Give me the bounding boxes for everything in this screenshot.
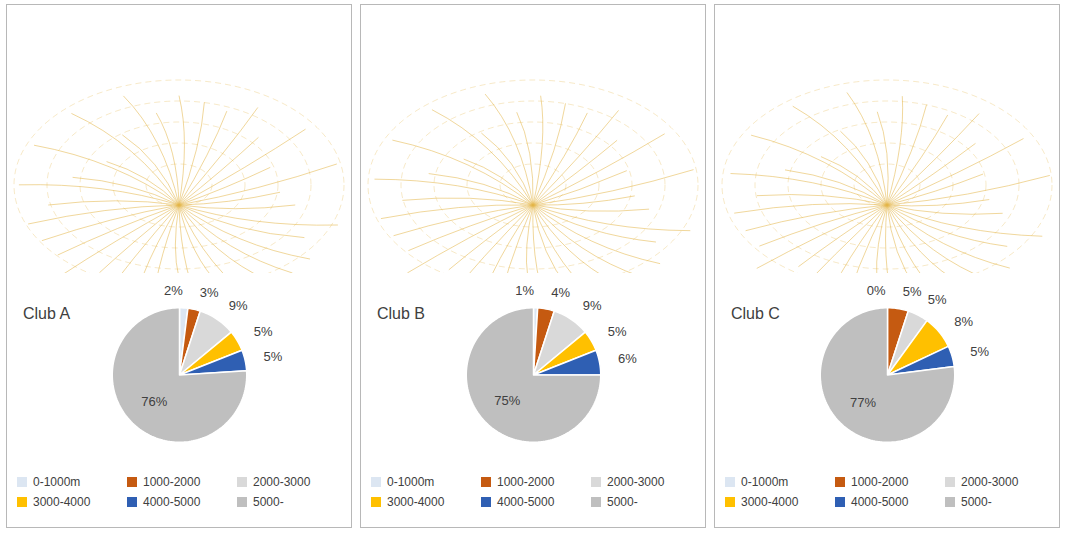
html-text:2000-3000: 2000-3000 — [961, 475, 1019, 489]
html-text:Club B: Club B — [377, 305, 425, 322]
html-text:1000-2000: 1000-2000 — [497, 475, 555, 489]
html-text:1000-2000: 1000-2000 — [851, 475, 909, 489]
svg-text:0%: 0% — [867, 283, 886, 298]
svg-text:76%: 76% — [141, 394, 167, 409]
svg-text:5%: 5% — [903, 284, 922, 299]
html-text:Club A: Club A — [23, 305, 71, 322]
svg-text:5%: 5% — [928, 292, 947, 307]
svg-text:1%: 1% — [515, 283, 534, 298]
html-text:5000-: 5000- — [607, 495, 638, 509]
html-text:4000-5000: 4000-5000 — [497, 495, 555, 509]
html-text:2000-3000: 2000-3000 — [253, 475, 311, 489]
svg-text:9%: 9% — [583, 298, 602, 313]
html-text:2000-3000: 2000-3000 — [607, 475, 665, 489]
html-text:4000-5000: 4000-5000 — [851, 495, 909, 509]
html-text:3000-4000: 3000-4000 — [387, 495, 445, 509]
html-text:3000-4000: 3000-4000 — [33, 495, 91, 509]
html-text:3000-4000: 3000-4000 — [741, 495, 799, 509]
html-text:0-1000m: 0-1000m — [387, 475, 435, 489]
svg-text:6%: 6% — [618, 351, 637, 366]
svg-text:5%: 5% — [608, 324, 627, 339]
html-text:4000-5000: 4000-5000 — [143, 495, 201, 509]
html-text:5000-: 5000- — [253, 495, 284, 509]
html-text:0-1000m: 0-1000m — [741, 475, 789, 489]
svg-text:5%: 5% — [264, 349, 283, 364]
svg-text:3%: 3% — [200, 285, 219, 300]
svg-text:2%: 2% — [164, 283, 183, 298]
html-text:5000-: 5000- — [961, 495, 992, 509]
html-text:Club C: Club C — [731, 305, 780, 322]
html-text:1000-2000: 1000-2000 — [143, 475, 201, 489]
svg-text:9%: 9% — [229, 298, 248, 313]
svg-text:5%: 5% — [254, 324, 273, 339]
svg-text:77%: 77% — [850, 395, 876, 410]
html-text:0-1000m: 0-1000m — [33, 475, 81, 489]
svg-text:5%: 5% — [970, 344, 989, 359]
svg-text:8%: 8% — [954, 314, 973, 329]
svg-text:4%: 4% — [551, 285, 570, 300]
svg-text:75%: 75% — [494, 393, 520, 408]
